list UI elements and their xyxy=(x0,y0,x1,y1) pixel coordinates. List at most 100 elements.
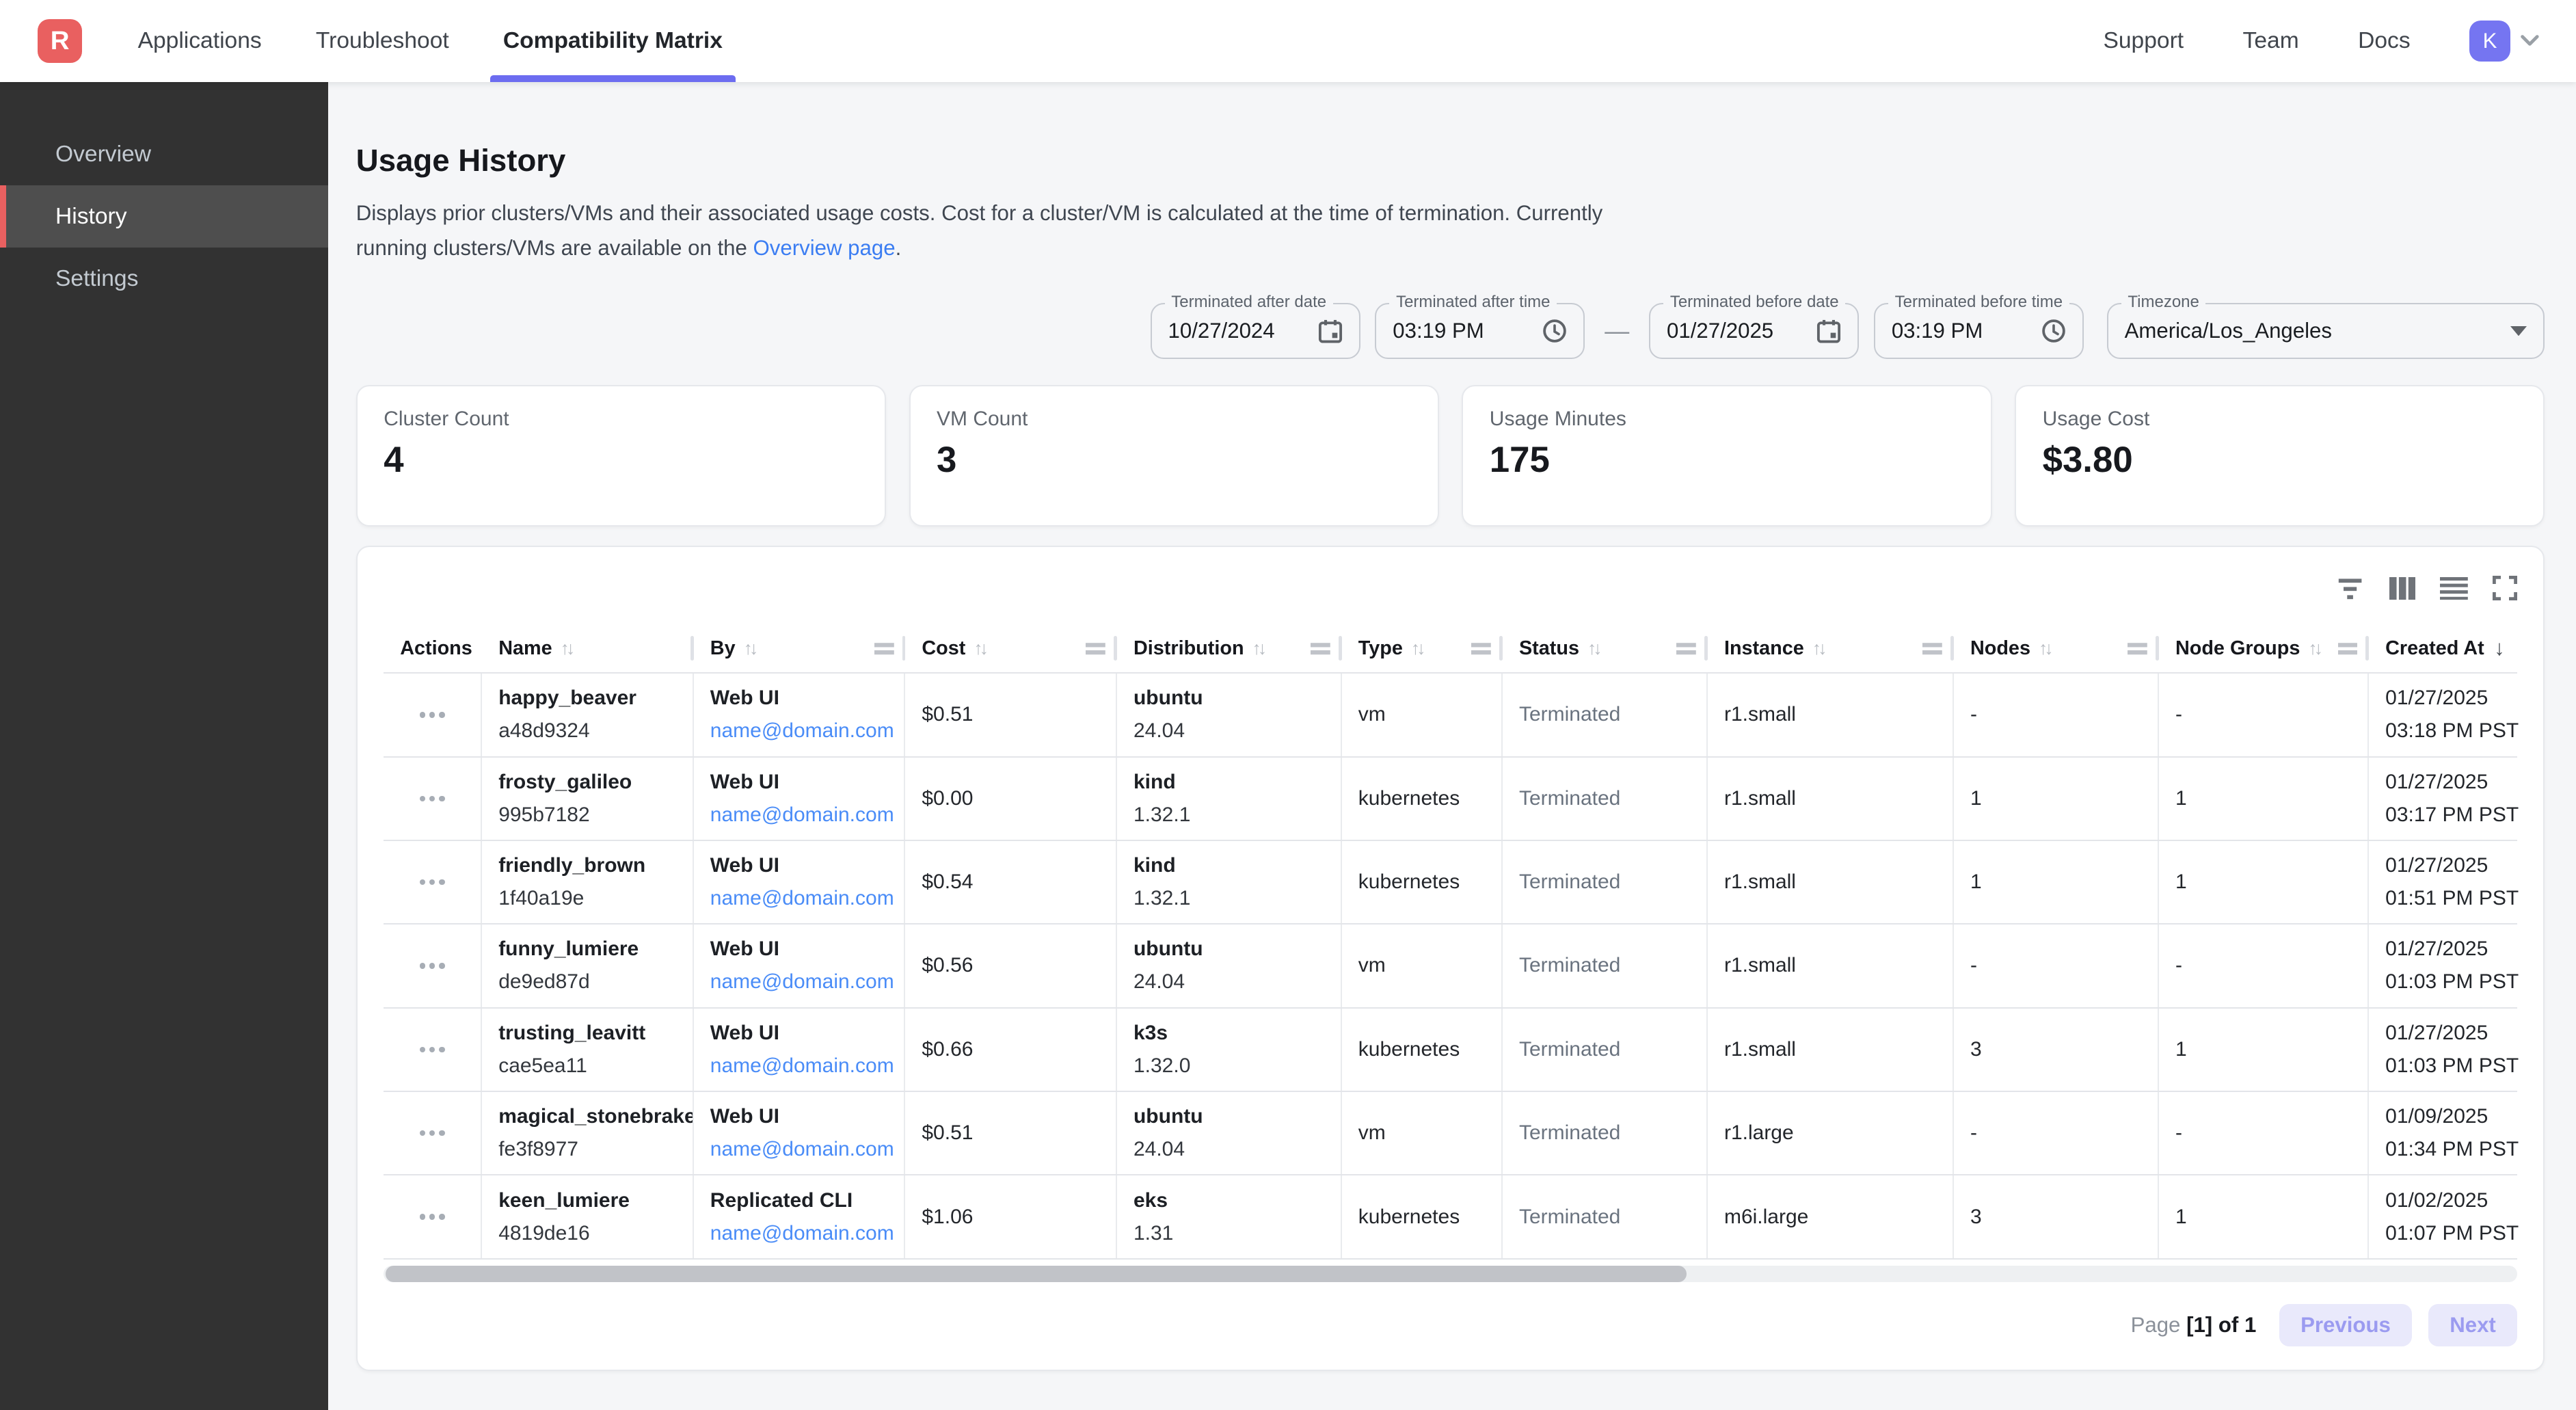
density-icon[interactable] xyxy=(2440,574,2469,603)
cell-instance: r1.large xyxy=(1708,1092,1954,1175)
sort-icon[interactable]: ↑↓ xyxy=(2308,637,2323,659)
email-link[interactable]: name@domain.com xyxy=(710,803,894,826)
table-row: happy_beaver a48d9324 Web UI name@domain… xyxy=(384,674,2519,758)
stat-label: Usage Minutes xyxy=(1489,408,1626,431)
cell-cost: $0.51 xyxy=(905,1092,1117,1175)
email-link[interactable]: name@domain.com xyxy=(710,1221,894,1245)
terminated-after-date-field[interactable]: Terminated after date 10/27/2024 xyxy=(1150,293,1360,359)
sort-icon[interactable]: ↑↓ xyxy=(1812,637,1827,659)
cell-status: Terminated xyxy=(1503,1175,1708,1258)
cell-distribution: ubuntu 24.04 xyxy=(1117,1092,1342,1175)
column-header-nodes[interactable]: Nodes ↑↓ ↓ xyxy=(1954,624,2159,672)
column-menu-icon[interactable] xyxy=(1086,642,1106,655)
nav-link-docs[interactable]: Docs xyxy=(2358,28,2411,53)
cell-status: Terminated xyxy=(1503,757,1708,840)
field-label: Terminated after date xyxy=(1164,293,1333,312)
row-actions-button[interactable] xyxy=(419,1046,445,1053)
cell-actions xyxy=(384,1008,483,1091)
nav-link-team[interactable]: Team xyxy=(2242,28,2299,53)
clock-icon[interactable] xyxy=(1542,319,1567,343)
column-header-by[interactable]: By ↑↓ ↓ xyxy=(694,624,906,672)
column-menu-icon[interactable] xyxy=(2337,642,2358,655)
row-actions-button[interactable] xyxy=(419,795,445,801)
row-actions-button[interactable] xyxy=(419,712,445,718)
nav-tab-troubleshoot[interactable]: Troubleshoot xyxy=(315,28,449,53)
filter-range-dash: — xyxy=(1605,316,1630,345)
previous-page-button[interactable]: Previous xyxy=(2279,1303,2413,1347)
terminated-before-time-field[interactable]: Terminated before time 03:19 PM xyxy=(1873,293,2084,359)
cell-distribution: eks 1.31 xyxy=(1117,1175,1342,1258)
sidebar-item-overview[interactable]: Overview xyxy=(55,141,152,167)
column-header-distribution[interactable]: Distribution ↑↓ ↓ xyxy=(1117,624,1342,672)
replicated-logo[interactable]: R xyxy=(38,18,82,64)
email-link[interactable]: name@domain.com xyxy=(710,970,894,994)
calendar-icon[interactable] xyxy=(1318,319,1343,343)
column-menu-icon[interactable] xyxy=(1676,642,1697,655)
sidebar-item-history[interactable]: History xyxy=(0,185,328,248)
column-menu-icon[interactable] xyxy=(1311,642,1330,655)
cell-status: Terminated xyxy=(1503,1092,1708,1175)
row-actions-button[interactable] xyxy=(419,963,445,969)
table-row: magical_stonebraker fe3f8977 Web UI name… xyxy=(384,1092,2519,1176)
avatar[interactable]: K xyxy=(2469,21,2511,62)
nav-link-support[interactable]: Support xyxy=(2103,28,2184,53)
fullscreen-icon[interactable] xyxy=(2493,574,2518,603)
column-separator xyxy=(1338,635,1342,661)
column-header-actions[interactable]: Actions ↑↓ ↓ xyxy=(400,637,472,659)
sort-icon[interactable]: ↑↓ xyxy=(560,637,576,659)
nav-tab-applications[interactable]: Applications xyxy=(137,28,262,53)
sort-icon[interactable]: ↑↓ xyxy=(1410,637,1426,659)
cell-created-at: 01/27/2025 01:51 PM PST xyxy=(2385,854,2519,910)
column-menu-icon[interactable] xyxy=(2128,642,2148,655)
terminated-before-date-field[interactable]: Terminated before date 01/27/2025 xyxy=(1649,293,1860,359)
filter-icon[interactable] xyxy=(2335,574,2365,603)
page-prefix: Page xyxy=(2130,1312,2181,1337)
chevron-down-icon[interactable] xyxy=(2520,34,2540,47)
row-actions-button[interactable] xyxy=(419,1130,445,1136)
terminated-after-time-field[interactable]: Terminated after time 03:19 PM xyxy=(1375,293,1585,359)
sort-icon[interactable]: ↑↓ xyxy=(2038,637,2054,659)
scrollbar-thumb[interactable] xyxy=(385,1266,1687,1283)
table-row: funny_lumiere de9ed87d Web UI name@domai… xyxy=(384,925,2519,1009)
row-actions-button[interactable] xyxy=(419,1214,445,1220)
field-label: Terminated after time xyxy=(1389,293,1557,312)
sort-icon[interactable]: ↑↓ xyxy=(1587,637,1602,659)
column-header-status[interactable]: Status ↑↓ ↓ xyxy=(1503,624,1708,672)
email-link[interactable]: name@domain.com xyxy=(710,1054,894,1077)
column-header-type[interactable]: Type ↑↓ ↓ xyxy=(1342,624,1503,672)
email-link[interactable]: name@domain.com xyxy=(710,1138,894,1161)
table-toolbar xyxy=(384,574,2518,603)
column-separator xyxy=(690,635,694,661)
calendar-icon[interactable] xyxy=(1816,319,1841,343)
column-header-cost[interactable]: Cost ↑↓ ↓ xyxy=(905,624,1117,672)
email-link[interactable]: name@domain.com xyxy=(710,719,894,743)
sort-icon[interactable]: ↑↓ xyxy=(974,637,989,659)
timezone-select[interactable]: Timezone America/Los_Angeles xyxy=(2106,293,2545,359)
stat-label: VM Count xyxy=(936,408,1028,431)
next-page-button[interactable]: Next xyxy=(2428,1303,2518,1347)
row-actions-button[interactable] xyxy=(419,879,445,886)
sidebar-item-settings[interactable]: Settings xyxy=(55,265,139,291)
clock-icon[interactable] xyxy=(2041,319,2066,343)
email-link[interactable]: name@domain.com xyxy=(710,887,894,910)
columns-icon[interactable] xyxy=(2389,574,2416,603)
sort-icon[interactable]: ↑↓ xyxy=(1252,637,1267,659)
sort-desc-icon[interactable]: ↓ xyxy=(2494,636,2505,661)
cell-created-at: 01/27/2025 01:03 PM PST xyxy=(2385,1021,2519,1077)
column-menu-icon[interactable] xyxy=(874,642,894,655)
column-header-created-at[interactable]: Created At ↑↓ ↓ xyxy=(2385,636,2505,661)
horizontal-scrollbar[interactable] xyxy=(384,1266,2518,1283)
dropdown-arrow-icon[interactable] xyxy=(2510,325,2527,336)
nav-tab-compatibility-matrix[interactable]: Compatibility Matrix xyxy=(489,0,736,82)
column-header-instance[interactable]: Instance ↑↓ ↓ xyxy=(1708,624,1954,672)
column-menu-icon[interactable] xyxy=(1922,642,1943,655)
table-row: friendly_brown 1f40a19e Web UI name@doma… xyxy=(384,840,2519,925)
column-header-node-groups[interactable]: Node Groups ↑↓ ↓ xyxy=(2159,624,2370,672)
column-header-name[interactable]: Name ↑↓ ↓ xyxy=(482,624,694,672)
column-menu-icon[interactable] xyxy=(1471,642,1492,655)
cell-nodes: - xyxy=(1954,674,2159,756)
column-separator xyxy=(1704,635,1708,661)
overview-page-link[interactable]: Overview page xyxy=(753,235,896,260)
sort-icon[interactable]: ↑↓ xyxy=(743,637,759,659)
